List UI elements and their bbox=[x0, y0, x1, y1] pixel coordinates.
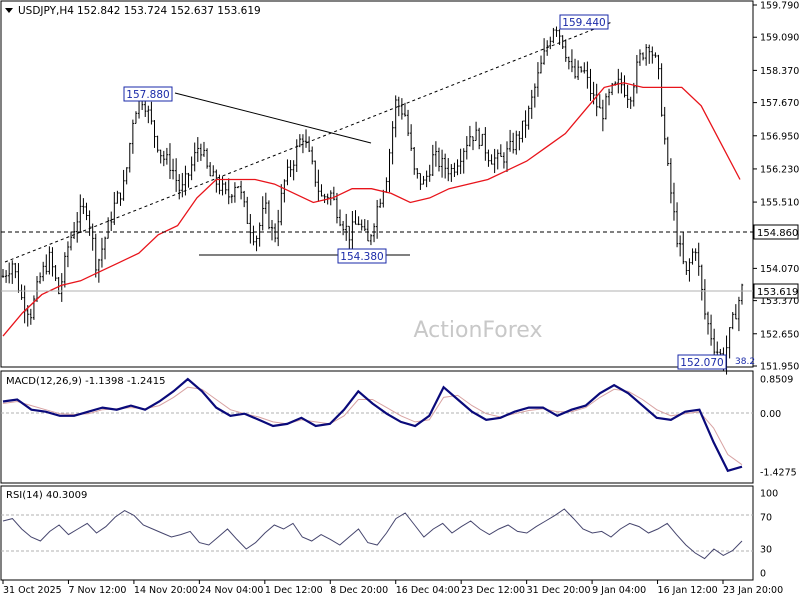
annotation-159440: 159.440 bbox=[559, 14, 609, 30]
watermark: ActionForex bbox=[414, 318, 543, 343]
time-tick-label: 16 Dec 04:00 bbox=[396, 585, 460, 596]
time-tick-label: 7 Nov 12:00 bbox=[68, 585, 126, 596]
annotation-157880: 157.880 bbox=[123, 86, 173, 102]
time-tick-label: 24 Nov 04:00 bbox=[199, 585, 263, 596]
macd-tick-label: -1.4275 bbox=[760, 467, 797, 478]
level-label-154860: 154.860 bbox=[753, 224, 799, 240]
rsi-y-axis: 100 70 30 0 bbox=[760, 489, 778, 580]
price-tick-label: 156.230 bbox=[760, 164, 799, 175]
annotation-154380: 154.380 bbox=[337, 248, 387, 264]
svg-text:154.380: 154.380 bbox=[340, 251, 383, 263]
price-tick-label: 155.510 bbox=[760, 198, 799, 209]
current-price-label: 153.619 bbox=[753, 283, 799, 299]
svg-text:154.860: 154.860 bbox=[757, 228, 798, 239]
macd-y-axis: 0.8509 0.00 -1.4275 bbox=[760, 375, 797, 479]
svg-text:159.440: 159.440 bbox=[562, 17, 605, 29]
price-bars bbox=[1, 26, 744, 375]
svg-text:157.880: 157.880 bbox=[126, 89, 169, 101]
time-tick-label: 16 Jan 12:00 bbox=[658, 585, 718, 596]
rsi-tick-label: 70 bbox=[760, 513, 772, 524]
price-tick-label: 159.090 bbox=[760, 33, 799, 44]
price-tick-label: 156.950 bbox=[760, 131, 799, 142]
time-tick-label: 23 Jan 20:00 bbox=[723, 585, 783, 596]
time-axis: 31 Oct 2025 7 Nov 12:00 14 Nov 20:00 24 Nov… bbox=[2, 580, 783, 596]
price-panel-frame bbox=[0, 0, 754, 368]
rsi-line bbox=[2, 508, 743, 560]
rsi-tick-label: 30 bbox=[760, 545, 772, 556]
symbol-label: USDJPY,H4 bbox=[18, 5, 74, 17]
svg-text:152.070: 152.070 bbox=[680, 357, 723, 369]
moving-average-line bbox=[2, 82, 741, 337]
rsi-tick-label: 0 bbox=[760, 569, 766, 580]
rsi-tick-label: 100 bbox=[760, 489, 778, 500]
macd-tick-label: 0.8509 bbox=[760, 375, 793, 386]
time-tick-label: 14 Nov 20:00 bbox=[134, 585, 198, 596]
rsi-title: RSI(14) 40.3009 bbox=[6, 490, 87, 501]
price-tick-label: 159.790 bbox=[760, 1, 799, 12]
price-tick-label: 157.670 bbox=[760, 98, 799, 109]
trend-line-descending bbox=[174, 92, 372, 144]
price-tick-label: 152.650 bbox=[760, 329, 799, 340]
time-tick-label: 31 Dec 20:00 bbox=[527, 585, 591, 596]
macd-panel-frame bbox=[0, 370, 754, 484]
price-tick-label: 153.370 bbox=[760, 296, 799, 307]
ohlc-values: 152.842 153.724 152.637 153.619 bbox=[77, 5, 261, 17]
fibonacci-label: 38.2 bbox=[735, 357, 755, 367]
price-tick-label: 151.950 bbox=[760, 362, 799, 373]
macd-title: MACD(12,26,9) -1.1398 -1.2415 bbox=[6, 376, 166, 387]
annotation-152070: 152.070 bbox=[677, 354, 727, 370]
macd-line bbox=[2, 377, 743, 473]
price-y-axis: 159.790 159.090 158.370 157.670 156.950 156.2… bbox=[753, 1, 799, 373]
macd-signal-line bbox=[2, 386, 743, 466]
time-tick-label: 23 Dec 12:00 bbox=[461, 585, 525, 596]
svg-text:153.619: 153.619 bbox=[757, 287, 798, 298]
rsi-panel-frame bbox=[0, 485, 754, 581]
macd-tick-label: 0.00 bbox=[760, 409, 781, 420]
menu-triangle-icon[interactable] bbox=[5, 8, 13, 13]
time-tick-label: 1 Dec 12:00 bbox=[265, 585, 323, 596]
time-tick-label: 8 Dec 20:00 bbox=[330, 585, 388, 596]
time-tick-label: 9 Jan 04:00 bbox=[592, 585, 646, 596]
trend-line-dotted bbox=[4, 21, 613, 263]
price-tick-label: 154.070 bbox=[760, 264, 799, 275]
time-tick-label: 31 Oct 2025 bbox=[3, 585, 62, 596]
price-tick-label: 158.370 bbox=[760, 66, 799, 77]
